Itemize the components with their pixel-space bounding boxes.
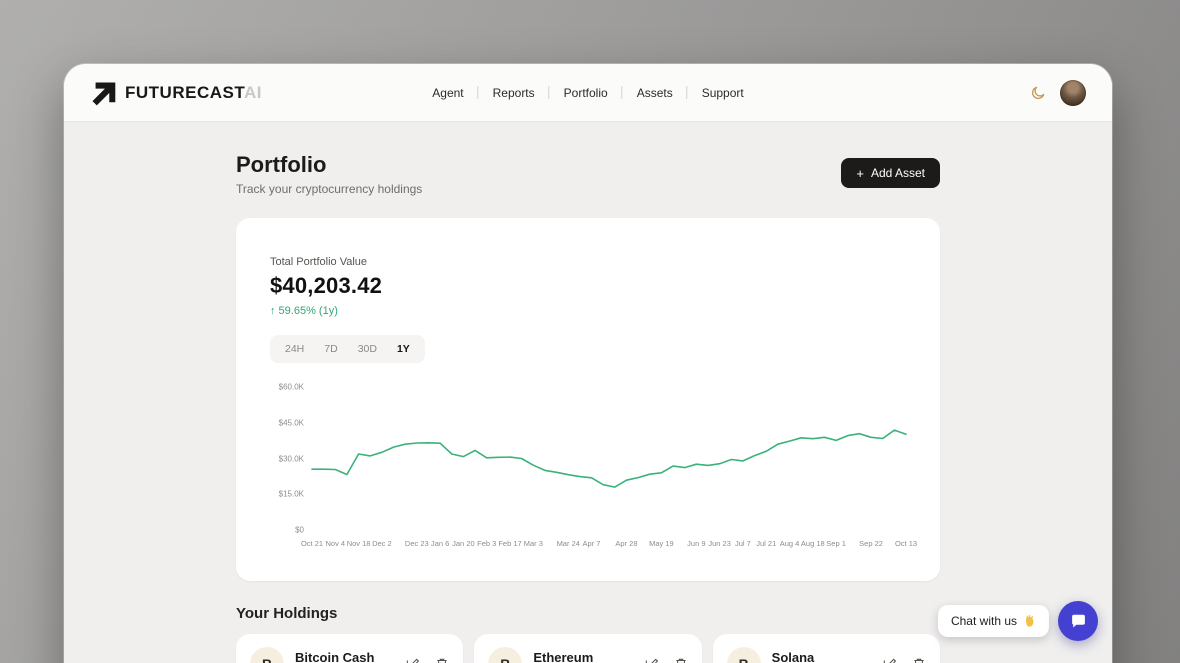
x-axis-tick: May 19 xyxy=(649,539,674,548)
brand-suffix: AI xyxy=(243,82,262,102)
edit-asset-button[interactable] xyxy=(882,657,896,663)
chat-bubble-icon xyxy=(1070,613,1087,630)
time-range-selector: 24H 7D 30D 1Y xyxy=(270,335,425,363)
holdings-grid: B Bitcoin Cash BCH xyxy=(236,634,940,663)
dark-mode-toggle[interactable] xyxy=(1030,85,1046,101)
coin-name: Ethereum xyxy=(533,649,594,663)
holding-card-solana: B Solana SOL xyxy=(712,634,940,663)
nav-item-agent[interactable]: Agent xyxy=(432,85,464,100)
x-axis-tick: Oct 21 xyxy=(300,539,324,548)
coin-meta: Ethereum ETH xyxy=(533,650,593,663)
nav-divider xyxy=(686,86,688,99)
x-axis-tick: Jun 23 xyxy=(708,539,731,548)
portfolio-value-card: Total Portfolio Value $40,203.42 ↑ 59.65… xyxy=(236,218,940,581)
nav-item-reports[interactable]: Reports xyxy=(492,85,535,100)
card-actions xyxy=(405,657,449,663)
main-content: Portfolio Track your cryptocurrency hold… xyxy=(64,152,1112,663)
total-portfolio-value-label: Total Portfolio Value xyxy=(270,256,368,268)
x-axis-tick: Nov 4 xyxy=(325,539,346,548)
x-axis-tick: Mar 3 xyxy=(523,539,543,548)
holding-card-ethereum: B Ethereum ETH xyxy=(474,634,702,663)
portfolio-line-chart: $60.0K $45.0K $30.0K $15.0K $0 Oct 21 Nov 4 No… xyxy=(270,383,917,551)
futurecast-arrow-logo-icon xyxy=(90,80,116,106)
nav-divider xyxy=(548,86,550,99)
portfolio-change-badge: ↑ 59.65% (1y) xyxy=(270,305,338,317)
x-axis-tick: Jan 6 xyxy=(430,539,450,548)
x-axis-tick: Jun 9 xyxy=(687,539,706,548)
coin-avatar: B xyxy=(488,647,523,663)
plus-icon: + xyxy=(856,165,864,181)
x-axis-tick: Feb 3 xyxy=(477,539,497,548)
coin-name: Solana xyxy=(771,649,815,663)
portfolio-value-line xyxy=(311,429,907,488)
user-avatar[interactable] xyxy=(1060,79,1086,106)
edit-asset-button[interactable] xyxy=(405,657,420,663)
x-axis-tick: Jan 20 xyxy=(452,539,475,548)
x-axis-tick: Mar 24 xyxy=(556,539,580,548)
page-subtitle: Track your cryptocurrency holdings xyxy=(236,182,423,196)
brand-name: FUTURECASTAI xyxy=(125,82,262,102)
add-asset-button[interactable]: + Add Asset xyxy=(841,158,940,188)
holdings-heading: Your Holdings xyxy=(236,605,338,622)
range-tab-7d[interactable]: 7D xyxy=(315,339,346,359)
delete-asset-button[interactable] xyxy=(674,657,688,663)
nav-item-support[interactable]: Support xyxy=(701,85,744,100)
brand-logo[interactable]: FUTURECASTAI xyxy=(90,80,262,106)
chat-with-us-button[interactable]: Chat with us xyxy=(937,605,1049,637)
moon-icon xyxy=(1030,85,1046,101)
chat-label: Chat with us xyxy=(950,614,1017,628)
y-axis-tick: $0 xyxy=(295,525,304,535)
delete-asset-button[interactable] xyxy=(912,657,926,663)
main-nav: Agent Reports Portfolio Assets Support xyxy=(432,86,743,100)
x-axis-tick: Jul 7 xyxy=(735,539,751,548)
coin-name: Bitcoin Cash xyxy=(295,649,375,663)
wave-emoji-icon xyxy=(1023,614,1036,628)
x-axis-tick: Dec 2 xyxy=(372,539,392,548)
coin-avatar: B xyxy=(250,647,284,663)
range-tab-30d[interactable]: 30D xyxy=(349,339,386,359)
chat-widget: Chat with us xyxy=(937,601,1098,641)
add-asset-label: Add Asset xyxy=(870,166,925,180)
delete-asset-button[interactable] xyxy=(435,657,449,663)
nav-divider xyxy=(621,86,623,99)
nav-item-assets[interactable]: Assets xyxy=(636,85,673,100)
app-window: FUTURECASTAI Agent Reports Portfolio Ass… xyxy=(64,64,1112,663)
x-axis-tick: Apr 7 xyxy=(582,539,601,548)
range-tab-24h[interactable]: 24H xyxy=(276,339,313,359)
nav-divider xyxy=(477,86,479,99)
y-axis-tick: $30.0K xyxy=(278,454,304,463)
range-tab-1y[interactable]: 1Y xyxy=(388,339,419,359)
x-axis-tick: Sep 1 xyxy=(826,539,846,548)
y-axis-tick: $15.0K xyxy=(278,489,304,499)
x-axis-tick: Sep 22 xyxy=(859,539,883,548)
top-navigation-bar: FUTURECASTAI Agent Reports Portfolio Ass… xyxy=(64,64,1112,122)
holding-card-bitcoin-cash: B Bitcoin Cash BCH xyxy=(236,634,464,663)
card-actions xyxy=(644,657,688,663)
edit-asset-button[interactable] xyxy=(644,657,658,663)
chart-plot-area[interactable]: $60.0K $45.0K $30.0K $15.0K $0 xyxy=(279,383,907,535)
page-title: Portfolio xyxy=(236,152,327,177)
chat-fab-button[interactable] xyxy=(1058,601,1098,641)
x-axis-tick: Dec 23 xyxy=(404,539,429,548)
x-axis-tick: Aug 18 xyxy=(800,539,825,548)
x-axis-tick: Aug 4 xyxy=(779,539,800,548)
x-axis-tick: Jul 21 xyxy=(756,539,777,548)
x-axis-tick: Oct 13 xyxy=(894,539,918,548)
x-axis-tick: Nov 18 xyxy=(346,539,371,548)
x-axis-tick: Apr 28 xyxy=(615,539,638,548)
coin-avatar: B xyxy=(726,647,761,663)
topbar-right-group xyxy=(1030,79,1086,106)
card-actions xyxy=(882,657,926,663)
y-axis-tick: $60.0K xyxy=(278,382,304,392)
x-axis-tick: Feb 17 xyxy=(498,539,522,548)
page-header-text: Portfolio Track your cryptocurrency hold… xyxy=(236,152,422,196)
page-header: Portfolio Track your cryptocurrency hold… xyxy=(236,152,940,196)
nav-item-portfolio[interactable]: Portfolio xyxy=(563,85,608,100)
coin-meta: Bitcoin Cash BCH xyxy=(295,650,374,663)
y-axis-tick: $45.0K xyxy=(278,418,304,428)
total-portfolio-value: $40,203.42 xyxy=(270,273,383,298)
chart-x-axis: Oct 21 Nov 4 Nov 18 Dec 2 Dec 23 Jan 6 Jan 20 F… xyxy=(301,539,917,551)
coin-meta: Solana SOL xyxy=(772,650,815,663)
